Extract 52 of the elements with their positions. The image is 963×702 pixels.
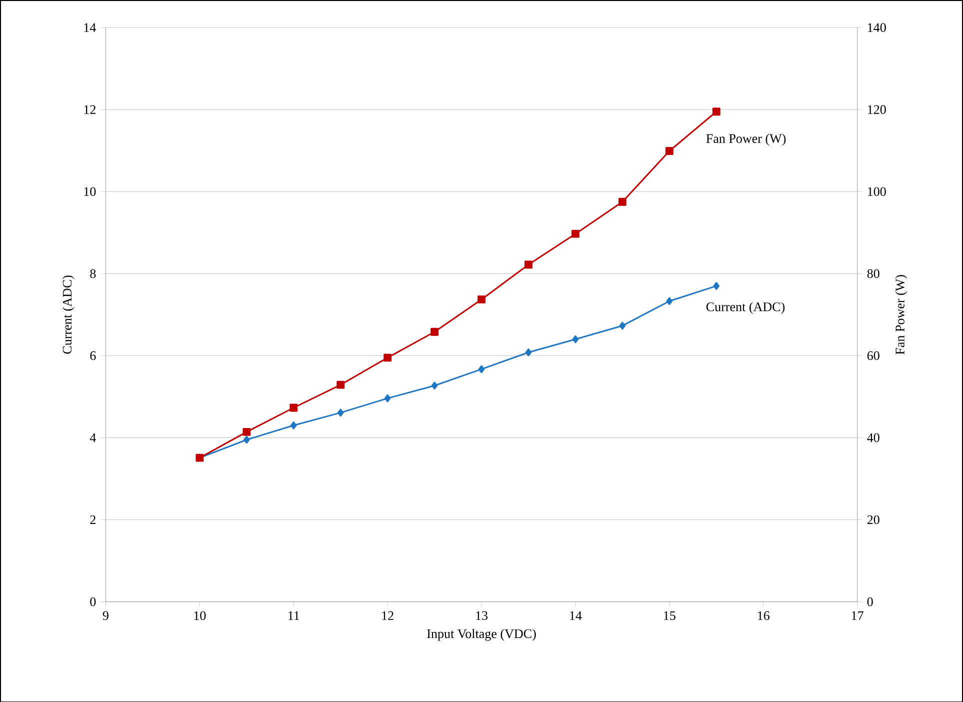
point (290, 404, 298, 412)
point (243, 436, 250, 444)
point (384, 394, 391, 402)
point (290, 421, 297, 430)
y2-tick-label: 0 (867, 597, 873, 606)
point (524, 260, 532, 268)
point (478, 295, 486, 304)
point (430, 328, 438, 336)
point (571, 230, 580, 238)
y2-axis-title: Fan Power (W) (895, 274, 908, 354)
y2-tick-label: 20 (867, 515, 880, 524)
point (337, 408, 344, 416)
point (712, 107, 720, 116)
x-tick-label: 12 (382, 611, 394, 620)
y2-tick-label: 140 (868, 22, 886, 32)
y-tick-label: 4 (90, 433, 96, 442)
y-tick-label: 14 (84, 23, 96, 32)
x-tick-label: 13 (476, 611, 488, 620)
x-tick-label: 10 (194, 611, 206, 620)
point (619, 322, 626, 330)
y-axis-title: Current (ADC) (62, 275, 74, 354)
y2-tick-label: 60 (867, 351, 880, 360)
y2-tick-label: 40 (867, 433, 880, 442)
point (336, 380, 345, 389)
y2-tick-label: 100 (868, 186, 886, 196)
y2-tick-label: 120 (868, 104, 886, 114)
x-tick-label: 9 (102, 611, 108, 620)
point (431, 381, 438, 390)
y-tick-label: 2 (90, 515, 96, 524)
x-axis-title: Input Voltage (VDC) (427, 628, 536, 641)
point (665, 146, 674, 155)
y2-tick-label: 80 (867, 269, 880, 278)
x-tick-label: 14 (570, 611, 582, 620)
point (242, 428, 251, 436)
x-tick-label: 15 (664, 611, 676, 620)
y-tick-label: 0 (90, 597, 96, 606)
point (713, 282, 720, 290)
y-tick-label: 8 (90, 269, 96, 278)
point (478, 365, 485, 373)
y-tick-label: 12 (84, 105, 96, 114)
x-tick-label: 11 (288, 611, 300, 620)
series-label: Current (ADC) (706, 302, 785, 314)
point (666, 296, 673, 305)
y-tick-label: 10 (84, 186, 96, 196)
point (618, 198, 626, 206)
point (572, 335, 579, 343)
point (525, 348, 532, 356)
y-tick-label: 6 (90, 351, 96, 360)
x-tick-label: 16 (758, 611, 770, 620)
point (384, 354, 392, 362)
x-tick-label: 17 (852, 611, 864, 620)
series-label: Fan Power (W) (706, 134, 786, 146)
